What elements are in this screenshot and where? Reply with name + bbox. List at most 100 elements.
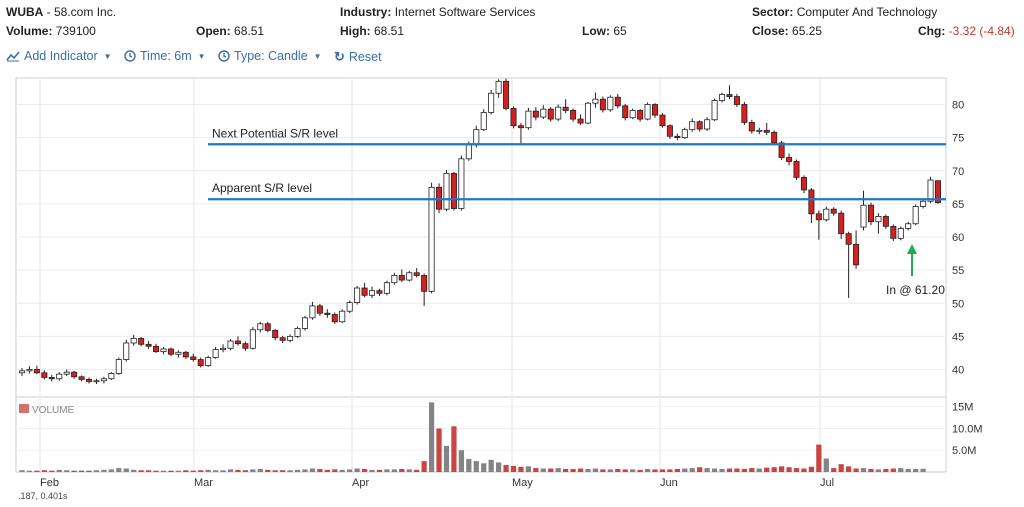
candle bbox=[830, 207, 837, 216]
candle-body bbox=[637, 110, 644, 120]
candle-body bbox=[584, 102, 591, 124]
candle-body bbox=[272, 330, 279, 339]
volume-bar bbox=[242, 470, 249, 472]
candle-body bbox=[220, 347, 227, 351]
candle bbox=[800, 175, 807, 194]
volume-bar bbox=[473, 461, 479, 472]
volume-bar bbox=[860, 468, 867, 472]
volume-bar bbox=[816, 444, 822, 472]
candle bbox=[205, 355, 212, 367]
candle bbox=[339, 309, 346, 324]
candle bbox=[525, 107, 532, 130]
candle-body bbox=[376, 290, 383, 294]
type-dropdown[interactable]: Type: Candle ▼ bbox=[218, 49, 322, 63]
ticker-symbol: WUBA bbox=[6, 5, 44, 19]
candle-body bbox=[421, 275, 428, 292]
candle bbox=[577, 114, 584, 126]
volume-bar bbox=[168, 470, 174, 472]
volume-bar bbox=[779, 466, 785, 472]
candle-body bbox=[719, 94, 726, 101]
candle bbox=[108, 372, 115, 381]
candle-body bbox=[666, 125, 673, 137]
candle bbox=[100, 376, 107, 384]
candle bbox=[607, 95, 614, 112]
candle bbox=[242, 341, 249, 351]
candle-body bbox=[711, 100, 718, 121]
volume-bar bbox=[533, 468, 539, 472]
candle bbox=[719, 92, 726, 103]
price-tick-label: 60 bbox=[952, 232, 964, 244]
candle bbox=[860, 190, 867, 231]
candle-body bbox=[71, 371, 78, 378]
candle-body bbox=[130, 337, 137, 344]
volume-bar bbox=[548, 468, 554, 472]
volume-bar bbox=[56, 469, 62, 472]
candle bbox=[56, 372, 63, 381]
candle-body bbox=[33, 369, 40, 374]
sector-field: Sector: Computer And Technology bbox=[752, 5, 937, 19]
candle bbox=[123, 339, 130, 362]
price-tick-label: 55 bbox=[952, 265, 964, 277]
volume-bar bbox=[391, 469, 397, 472]
candle-body bbox=[778, 142, 785, 158]
candle-body bbox=[830, 208, 837, 214]
volume-bar bbox=[190, 470, 196, 472]
candle bbox=[48, 374, 55, 382]
volume-bar bbox=[235, 469, 241, 472]
candle-body bbox=[115, 359, 122, 374]
volume-bar bbox=[399, 468, 405, 472]
candle-body bbox=[108, 373, 115, 380]
candle bbox=[808, 187, 815, 224]
volume-label: VOLUME bbox=[32, 405, 75, 416]
volume-bar bbox=[540, 468, 546, 472]
change-field: Chg: -3.32 (-4.84) bbox=[918, 24, 1015, 38]
candle-body bbox=[629, 110, 636, 119]
candle bbox=[272, 329, 279, 341]
candle bbox=[555, 104, 562, 122]
candle bbox=[138, 337, 145, 347]
volume-bar bbox=[294, 469, 301, 472]
candle-body bbox=[562, 106, 569, 111]
candle bbox=[354, 286, 361, 305]
add-indicator-button[interactable]: Add Indicator ▼ bbox=[6, 49, 112, 63]
candle bbox=[733, 93, 740, 108]
candle-body bbox=[287, 335, 294, 341]
volume-bar bbox=[347, 469, 353, 472]
low-field: Low: 65 bbox=[582, 24, 627, 38]
volume-bar bbox=[652, 469, 658, 472]
volume-bar bbox=[868, 468, 874, 472]
price-tick-label: 70 bbox=[952, 166, 964, 178]
candle bbox=[540, 105, 547, 120]
clock-icon bbox=[124, 50, 136, 62]
time-dropdown[interactable]: Time: 6m ▼ bbox=[124, 49, 206, 63]
volume-tick-label: 15M bbox=[952, 402, 973, 414]
candle bbox=[78, 375, 85, 382]
candle bbox=[41, 370, 48, 380]
volume-bar bbox=[414, 469, 420, 472]
candle bbox=[309, 301, 316, 320]
candle bbox=[748, 119, 755, 134]
volume-bar bbox=[831, 468, 837, 472]
volume-bar bbox=[659, 469, 666, 472]
candle-body bbox=[331, 314, 338, 323]
chevron-down-icon: ▼ bbox=[103, 51, 112, 61]
volume-bar bbox=[518, 466, 524, 472]
volume-bar bbox=[726, 468, 733, 472]
candle-body bbox=[786, 157, 793, 162]
candle-body bbox=[823, 208, 830, 221]
entry-annotation: In @ 61.20 bbox=[886, 283, 945, 297]
volume-bar bbox=[198, 470, 204, 472]
volume-bar bbox=[697, 467, 703, 472]
candle bbox=[495, 79, 502, 98]
candle bbox=[301, 315, 308, 331]
candle bbox=[436, 183, 443, 214]
candle-body bbox=[234, 340, 241, 345]
candle-body bbox=[905, 223, 912, 229]
candle bbox=[927, 176, 934, 204]
candle-body bbox=[279, 337, 286, 341]
reset-button[interactable]: ↻ Reset bbox=[334, 49, 382, 65]
volume-bar bbox=[585, 468, 591, 472]
candle-body bbox=[406, 272, 413, 281]
month-tick-label: Mar bbox=[194, 477, 213, 489]
